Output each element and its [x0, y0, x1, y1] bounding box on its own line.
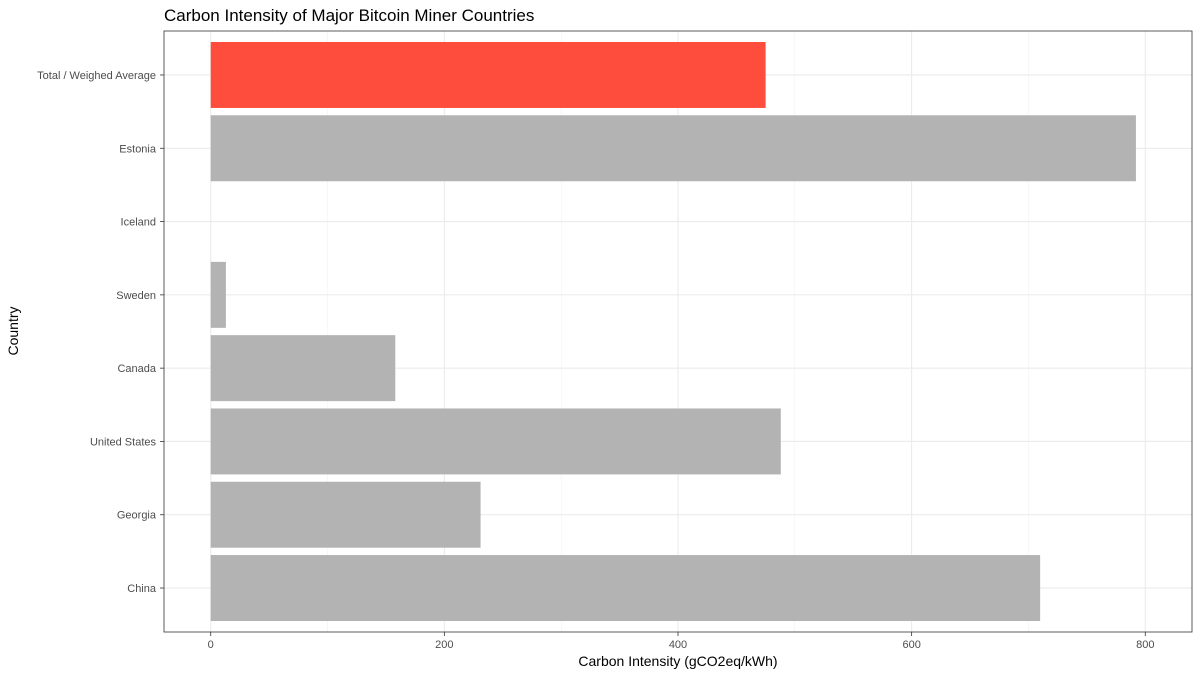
bar-total-weighed-average [210, 41, 766, 108]
bars [210, 41, 1136, 622]
x-tick-label: 200 [435, 639, 453, 651]
chart-title: Carbon Intensity of Major Bitcoin Miner … [164, 6, 534, 25]
x-tick-label: 800 [1136, 639, 1154, 651]
y-tick-label: United States [90, 436, 157, 448]
bar-china [210, 555, 1041, 622]
bar-united-states [210, 408, 781, 475]
x-tick-label: 400 [669, 639, 687, 651]
bar-estonia [210, 115, 1136, 182]
y-axis-title: Country [5, 306, 21, 355]
bar-sweden [210, 261, 226, 328]
y-tick-label: Estonia [119, 143, 157, 155]
y-tick-label: Sweden [116, 290, 156, 302]
y-tick-label: Georgia [117, 510, 157, 522]
y-tick-label: Total / Weighed Average [37, 70, 156, 82]
y-tick-label: Iceland [121, 217, 156, 229]
bar-georgia [210, 481, 481, 548]
y-tick-label: China [127, 583, 157, 595]
y-tick-label: Canada [117, 363, 156, 375]
y-axis: Total / Weighed Average Estonia Iceland Swe… [37, 70, 164, 595]
bar-canada [210, 335, 396, 402]
x-tick-label: 0 [208, 639, 214, 651]
x-tick-label: 600 [902, 639, 920, 651]
x-axis: 0 200 400 600 800 [208, 632, 1154, 651]
x-axis-title: Carbon Intensity (gCO2eq/kWh) [578, 653, 777, 669]
